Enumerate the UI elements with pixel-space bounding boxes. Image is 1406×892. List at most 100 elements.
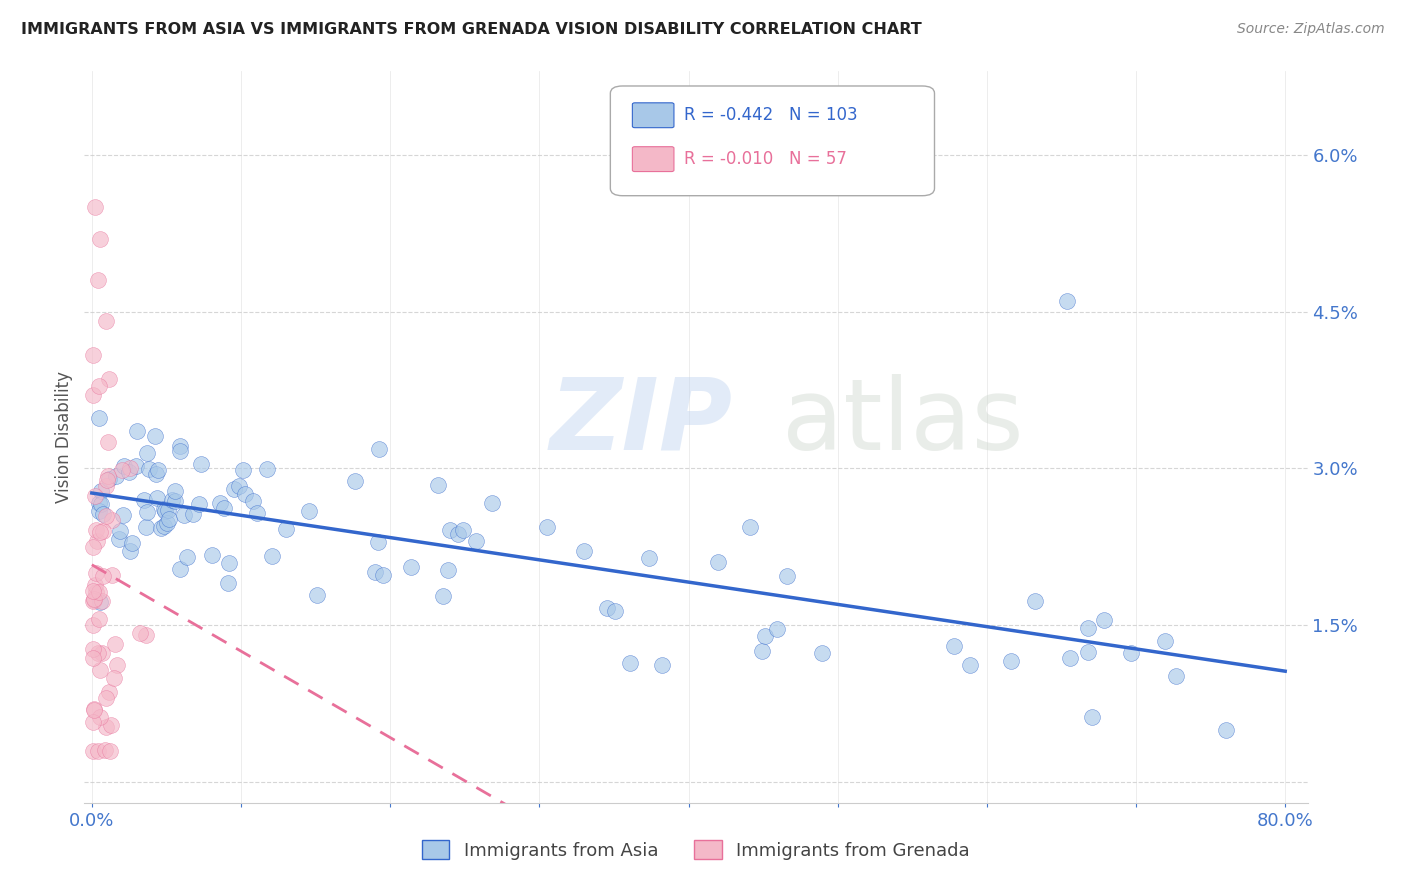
Point	[233, 487, 256, 501]
Point	[94, 742, 117, 756]
Point	[176, 550, 198, 565]
Point	[87, 584, 110, 599]
Point	[637, 551, 659, 566]
Point	[432, 589, 454, 603]
Point	[298, 504, 321, 518]
Point	[104, 637, 127, 651]
Point	[169, 443, 191, 458]
Point	[754, 629, 776, 643]
Point	[89, 594, 111, 608]
Point	[89, 231, 111, 245]
Point	[1056, 294, 1078, 309]
Point	[103, 671, 125, 685]
Point	[83, 593, 105, 607]
Point	[83, 489, 105, 503]
Point	[83, 703, 105, 717]
Point	[738, 520, 761, 534]
Point	[465, 534, 488, 549]
Point	[83, 591, 105, 606]
Text: IMMIGRANTS FROM ASIA VS IMMIGRANTS FROM GRENADA VISION DISABILITY CORRELATION CH: IMMIGRANTS FROM ASIA VS IMMIGRANTS FROM …	[21, 22, 922, 37]
Point	[228, 479, 250, 493]
Point	[94, 479, 117, 493]
Point	[1215, 723, 1237, 737]
Point	[181, 508, 204, 522]
Point	[751, 644, 773, 658]
Point	[82, 743, 104, 757]
FancyBboxPatch shape	[610, 86, 935, 195]
Point	[707, 555, 730, 569]
Point	[153, 504, 176, 518]
Point	[943, 639, 966, 653]
Point	[212, 500, 235, 515]
Point	[87, 646, 110, 660]
Point	[367, 535, 389, 549]
Point	[98, 743, 121, 757]
Point	[82, 651, 104, 665]
Point	[157, 512, 180, 526]
Point	[89, 664, 111, 678]
Point	[84, 523, 107, 537]
Text: atlas: atlas	[782, 374, 1024, 471]
Point	[87, 611, 110, 625]
Point	[83, 702, 105, 716]
Point	[363, 565, 385, 579]
Point	[90, 497, 112, 511]
Point	[125, 459, 148, 474]
FancyBboxPatch shape	[633, 146, 673, 171]
Point	[89, 504, 111, 518]
Point	[262, 549, 284, 564]
Point	[603, 604, 626, 618]
Point	[188, 497, 211, 511]
Point	[118, 461, 141, 475]
Point	[93, 507, 115, 521]
Point	[1080, 710, 1102, 724]
Point	[427, 477, 450, 491]
Point	[97, 472, 120, 486]
Point	[145, 467, 167, 482]
Point	[104, 469, 127, 483]
Point	[83, 578, 105, 592]
Point	[82, 618, 104, 632]
Point	[86, 743, 108, 757]
Point	[399, 560, 422, 574]
Point	[98, 372, 121, 386]
Point	[101, 568, 124, 582]
Point	[86, 533, 108, 548]
Point	[136, 446, 159, 460]
Point	[138, 462, 160, 476]
Point	[96, 691, 118, 706]
Point	[232, 463, 254, 477]
Point	[1000, 654, 1022, 668]
Text: ZIP: ZIP	[550, 374, 733, 471]
Point	[173, 508, 195, 523]
Point	[100, 513, 122, 527]
Point	[149, 521, 172, 535]
Text: R = -0.010   N = 57: R = -0.010 N = 57	[683, 150, 846, 168]
Point	[110, 524, 132, 539]
Point	[84, 566, 107, 580]
Point	[135, 520, 157, 534]
Point	[572, 543, 595, 558]
Legend: Immigrants from Asia, Immigrants from Grenada: Immigrants from Asia, Immigrants from Gr…	[415, 833, 977, 867]
Point	[439, 524, 461, 538]
Point	[152, 519, 174, 533]
Point	[305, 588, 328, 602]
Point	[451, 523, 474, 537]
Point	[163, 484, 186, 499]
Point	[125, 425, 148, 439]
Point	[145, 428, 167, 442]
Point	[152, 502, 174, 516]
Point	[169, 562, 191, 576]
Point	[481, 496, 503, 510]
Point	[97, 434, 120, 449]
FancyBboxPatch shape	[633, 103, 673, 128]
Point	[1153, 633, 1175, 648]
Point	[371, 568, 394, 582]
Point	[1059, 650, 1081, 665]
Point	[108, 532, 131, 546]
Point	[118, 466, 141, 480]
Point	[162, 492, 184, 507]
Point	[367, 442, 389, 457]
Point	[169, 439, 191, 453]
Point	[91, 594, 114, 608]
